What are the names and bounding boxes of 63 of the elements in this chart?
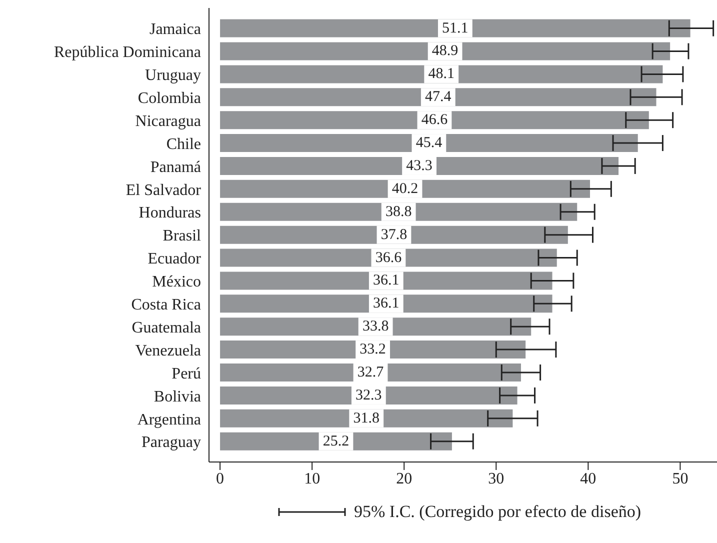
y-tick-label: México: [152, 274, 201, 291]
y-tick-label: Guatemala: [132, 319, 201, 336]
x-tick-label: 10: [304, 470, 320, 488]
data-label: 32.7: [357, 364, 384, 381]
bar: [220, 294, 552, 313]
data-label: 36.6: [375, 250, 402, 266]
bar: [220, 180, 590, 198]
data-label: 36.1: [373, 296, 400, 312]
data-label: 47.4: [425, 89, 452, 106]
y-tick-label: Honduras: [138, 204, 201, 222]
bar: [220, 88, 656, 106]
bar: [220, 340, 526, 359]
bar: [220, 19, 690, 38]
data-label: 51.1: [442, 20, 468, 36]
data-label: 36.1: [373, 272, 400, 289]
y-tick-label: Bolivia: [154, 388, 201, 406]
bar: [220, 111, 649, 130]
x-tick-label: 50: [672, 470, 688, 488]
y-tick-label: Perú: [172, 365, 201, 382]
text: 95% I.C. (Corregido por efecto de diseño): [354, 502, 642, 522]
y-tick-label: Colombia: [138, 90, 201, 107]
bar: [220, 226, 568, 244]
y-tick-label: El Salvador: [126, 182, 202, 199]
y-tick-label: Chile: [166, 136, 201, 153]
data-label: 25.2: [322, 433, 350, 450]
data-label: 43.3: [406, 158, 432, 174]
bar: [220, 202, 578, 221]
x-tick-label: 20: [396, 470, 412, 488]
data-label: 48.1: [428, 66, 454, 82]
y-tick-label: Ecuador: [148, 250, 202, 268]
bar: [220, 65, 663, 84]
y-tick-label: Nicaragua: [135, 112, 201, 130]
x-tick-label: 0: [216, 470, 224, 488]
bar: [220, 272, 552, 290]
data-label: 37.8: [380, 226, 408, 243]
bar: [220, 42, 670, 60]
data-label: 33.8: [362, 318, 389, 335]
y-tick-label: Uruguay: [145, 67, 201, 84]
bar: [220, 409, 513, 428]
data-label: 40.2: [392, 180, 418, 197]
bar: [220, 386, 518, 404]
y-tick-label: Costa Rica: [131, 296, 201, 314]
y-tick-label: Panamá: [150, 158, 201, 176]
x-tick-label: 30: [488, 470, 504, 488]
bar: [220, 248, 557, 267]
data-label: 48.9: [432, 43, 458, 60]
bar: [220, 156, 619, 175]
x-tick-label: 40: [580, 470, 596, 488]
data-label: 32.3: [356, 387, 382, 404]
y-tick-label: Venezuela: [135, 342, 201, 360]
bar: [220, 134, 638, 152]
data-label: 33.2: [360, 342, 386, 358]
bar: [220, 318, 532, 336]
data-label: 46.6: [421, 112, 448, 128]
data-label: 31.8: [353, 410, 380, 426]
y-tick-label: República Dominicana: [54, 44, 201, 62]
bar: [220, 364, 521, 382]
y-tick-label: Argentina: [137, 411, 201, 428]
y-tick-label: Jamaica: [149, 21, 201, 38]
y-tick-label: Brasil: [162, 228, 202, 245]
y-tick-label: Paraguay: [141, 434, 201, 452]
data-label: 45.4: [416, 135, 443, 152]
data-label: 38.8: [385, 204, 412, 220]
